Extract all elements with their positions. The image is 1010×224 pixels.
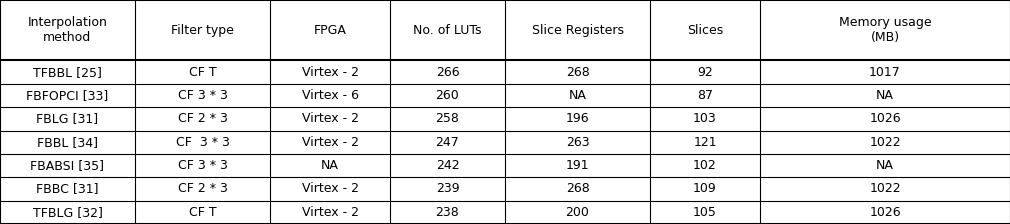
Text: 1026: 1026: [870, 206, 901, 219]
Text: 1026: 1026: [870, 112, 901, 125]
Text: TFBBL [25]: TFBBL [25]: [33, 66, 102, 79]
Text: NA: NA: [569, 89, 587, 102]
Text: NA: NA: [321, 159, 339, 172]
Text: 268: 268: [566, 66, 590, 79]
Text: Slice Registers: Slice Registers: [531, 24, 623, 37]
Text: Filter type: Filter type: [171, 24, 234, 37]
Text: FBBL [34]: FBBL [34]: [37, 136, 98, 149]
Text: Virtex - 2: Virtex - 2: [302, 136, 359, 149]
Text: TFBLG [32]: TFBLG [32]: [32, 206, 102, 219]
Text: 121: 121: [693, 136, 717, 149]
Text: CF 3 * 3: CF 3 * 3: [178, 89, 227, 102]
Text: CF 2 * 3: CF 2 * 3: [178, 183, 227, 196]
Text: CF 2 * 3: CF 2 * 3: [178, 112, 227, 125]
Text: Virtex - 2: Virtex - 2: [302, 66, 359, 79]
Text: FPGA: FPGA: [313, 24, 346, 37]
Text: FBABSI [35]: FBABSI [35]: [30, 159, 104, 172]
Text: No. of LUTs: No. of LUTs: [413, 24, 482, 37]
Text: FBFOPCI [33]: FBFOPCI [33]: [26, 89, 109, 102]
Text: 247: 247: [435, 136, 460, 149]
Text: Virtex - 6: Virtex - 6: [302, 89, 359, 102]
Text: 105: 105: [693, 206, 717, 219]
Text: Interpolation
method: Interpolation method: [27, 16, 107, 44]
Text: 191: 191: [566, 159, 589, 172]
Text: FBLG [31]: FBLG [31]: [36, 112, 99, 125]
Text: 242: 242: [435, 159, 460, 172]
Text: CF T: CF T: [189, 206, 216, 219]
Text: FBBC [31]: FBBC [31]: [36, 183, 99, 196]
Text: 258: 258: [435, 112, 460, 125]
Text: 200: 200: [566, 206, 590, 219]
Text: Virtex - 2: Virtex - 2: [302, 206, 359, 219]
Text: 268: 268: [566, 183, 590, 196]
Text: CF T: CF T: [189, 66, 216, 79]
Text: 196: 196: [566, 112, 589, 125]
Text: CF 3 * 3: CF 3 * 3: [178, 159, 227, 172]
Text: 1017: 1017: [870, 66, 901, 79]
Text: 263: 263: [566, 136, 589, 149]
Text: 260: 260: [435, 89, 460, 102]
Text: 102: 102: [693, 159, 717, 172]
Text: 266: 266: [435, 66, 460, 79]
Text: CF  3 * 3: CF 3 * 3: [176, 136, 229, 149]
Text: 1022: 1022: [870, 183, 901, 196]
Text: 238: 238: [435, 206, 460, 219]
Text: 109: 109: [693, 183, 717, 196]
Text: NA: NA: [876, 159, 894, 172]
Text: Memory usage
(MB): Memory usage (MB): [838, 16, 931, 44]
Text: 87: 87: [697, 89, 713, 102]
Text: Slices: Slices: [687, 24, 723, 37]
Text: 92: 92: [697, 66, 713, 79]
Text: 103: 103: [693, 112, 717, 125]
Text: 1022: 1022: [870, 136, 901, 149]
Text: Virtex - 2: Virtex - 2: [302, 183, 359, 196]
Text: NA: NA: [876, 89, 894, 102]
Text: Virtex - 2: Virtex - 2: [302, 112, 359, 125]
Text: 239: 239: [435, 183, 460, 196]
